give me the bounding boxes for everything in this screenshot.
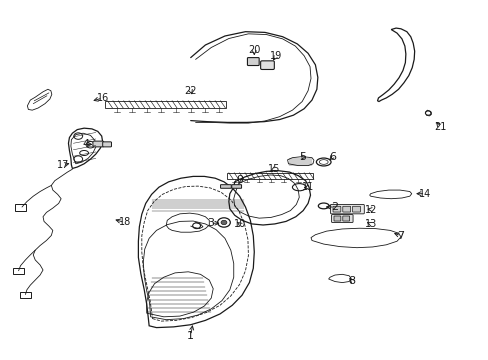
FancyBboxPatch shape — [342, 216, 349, 221]
FancyBboxPatch shape — [231, 185, 241, 188]
FancyBboxPatch shape — [332, 206, 340, 212]
Circle shape — [221, 220, 226, 225]
Text: 22: 22 — [184, 86, 197, 96]
FancyBboxPatch shape — [352, 206, 360, 212]
Text: 10: 10 — [233, 219, 245, 229]
FancyBboxPatch shape — [260, 61, 274, 69]
FancyBboxPatch shape — [247, 58, 259, 66]
Text: 16: 16 — [96, 93, 109, 103]
Text: 3: 3 — [206, 218, 213, 228]
Text: 13: 13 — [364, 219, 376, 229]
Text: 5: 5 — [299, 152, 306, 162]
FancyBboxPatch shape — [342, 206, 350, 212]
FancyBboxPatch shape — [93, 141, 103, 147]
Text: 20: 20 — [247, 45, 260, 55]
Text: 7: 7 — [397, 231, 404, 241]
Text: 8: 8 — [348, 276, 355, 286]
Text: 21: 21 — [433, 122, 446, 132]
Text: 14: 14 — [418, 189, 431, 199]
Text: 6: 6 — [328, 152, 335, 162]
Text: 11: 11 — [301, 182, 314, 192]
Text: 19: 19 — [269, 51, 282, 61]
Text: 9: 9 — [236, 175, 243, 185]
Text: 12: 12 — [365, 204, 377, 215]
FancyBboxPatch shape — [333, 216, 340, 221]
FancyBboxPatch shape — [220, 185, 231, 188]
FancyBboxPatch shape — [330, 204, 364, 214]
Text: 17: 17 — [57, 160, 70, 170]
Text: 18: 18 — [118, 217, 131, 228]
Text: 15: 15 — [267, 164, 280, 174]
FancyBboxPatch shape — [331, 215, 352, 222]
Text: 2: 2 — [331, 202, 338, 212]
Text: 1: 1 — [187, 330, 194, 341]
Text: 4: 4 — [82, 139, 89, 149]
FancyBboxPatch shape — [102, 142, 111, 147]
